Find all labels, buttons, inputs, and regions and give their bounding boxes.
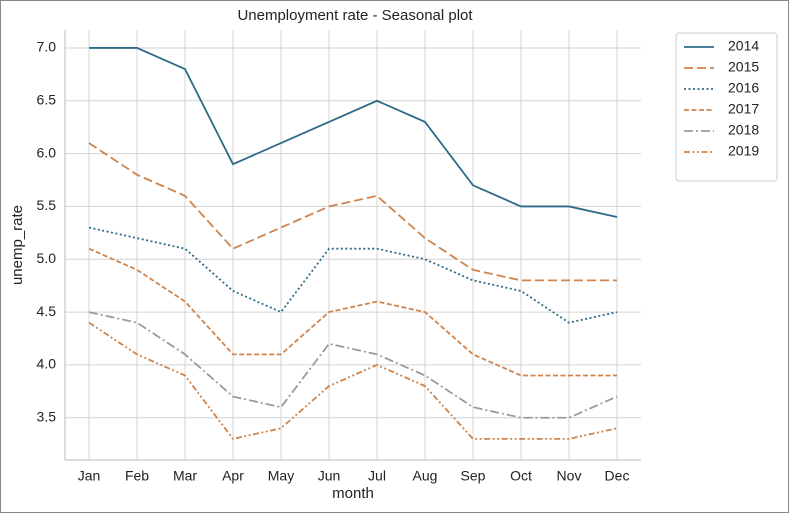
x-tick-label: May <box>268 468 294 484</box>
line-series <box>88 142 617 282</box>
x-tick-label: Sep <box>461 468 486 484</box>
legend-label: 2014 <box>728 38 759 54</box>
y-tick-label: 4.5 <box>37 303 57 319</box>
x-tick-label: Aug <box>413 468 438 484</box>
x-tick-label: Feb <box>125 468 149 484</box>
line-series <box>89 47 618 218</box>
x-tick-label: Jul <box>368 468 386 484</box>
legend-label: 2018 <box>728 122 759 138</box>
y-tick-label: 5.0 <box>37 250 57 266</box>
chart-title: Unemployment rate - Seasonal plot <box>237 7 473 24</box>
y-tick-label: 6.0 <box>37 144 57 160</box>
y-tick-label: 3.5 <box>37 408 57 424</box>
x-tick-label: Oct <box>510 468 532 484</box>
legend-label: 2016 <box>728 80 759 96</box>
x-axis-label: month <box>332 485 374 502</box>
x-tick-label: Mar <box>173 468 197 484</box>
x-tick-label: Jun <box>318 468 341 484</box>
line-series <box>88 247 617 377</box>
legend-label: 2015 <box>728 59 759 75</box>
line-series <box>88 226 618 324</box>
x-tick-label: Apr <box>222 468 244 484</box>
line-series <box>88 321 618 440</box>
x-tick-label: Nov <box>557 468 582 484</box>
y-tick-label: 4.0 <box>37 356 57 372</box>
legend-label: 2019 <box>728 143 759 159</box>
legend-label: 2017 <box>728 101 759 117</box>
y-tick-label: 5.5 <box>37 197 57 213</box>
line-series <box>88 311 618 419</box>
y-axis-label: unemp_rate <box>9 205 26 285</box>
y-tick-label: 6.5 <box>37 91 57 107</box>
y-tick-label: 7.0 <box>37 39 57 55</box>
x-tick-label: Dec <box>605 468 630 484</box>
legend-box <box>675 32 778 182</box>
x-tick-label: Jan <box>78 468 101 484</box>
